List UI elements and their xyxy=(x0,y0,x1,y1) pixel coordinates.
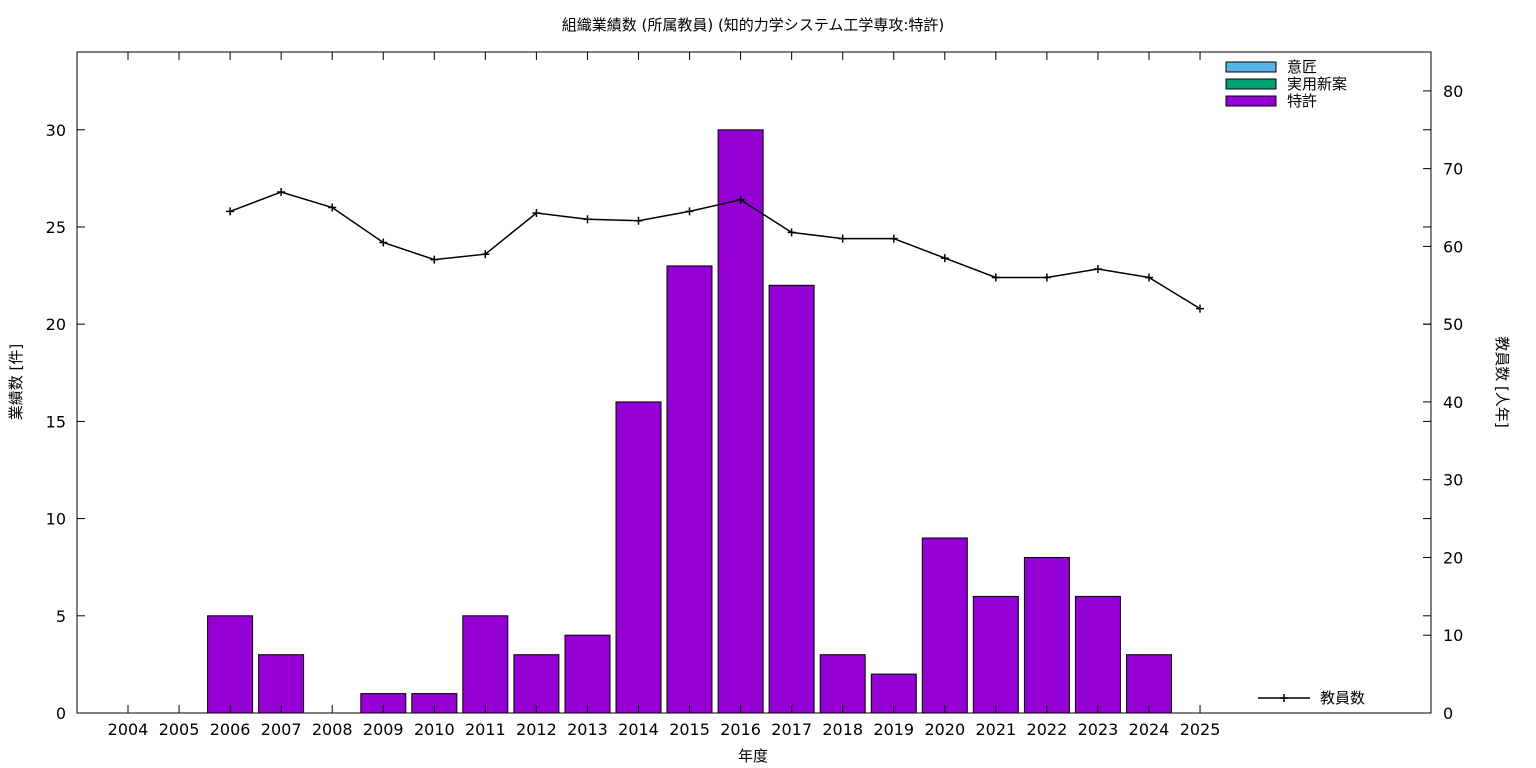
series-point xyxy=(226,207,235,216)
series-point xyxy=(430,255,439,264)
x-tick-label: 2022 xyxy=(1027,720,1068,739)
bar-2024-s2 xyxy=(1126,654,1172,714)
series-point xyxy=(277,188,286,196)
y-tick-label: 20 xyxy=(46,315,66,334)
line-layer xyxy=(226,188,1204,313)
legend-swatch xyxy=(1225,78,1277,90)
series-point xyxy=(889,234,898,243)
y-tick-label: 10 xyxy=(46,510,66,529)
y2-tick-label: 50 xyxy=(1443,315,1463,334)
legend-swatch xyxy=(1225,61,1277,73)
x-tick-label: 2004 xyxy=(108,720,149,739)
y2-tick-label: 10 xyxy=(1443,626,1463,645)
series-point xyxy=(1196,304,1204,313)
bar-2006-s2 xyxy=(207,615,254,714)
legend-label: 特許 xyxy=(1287,92,1317,110)
x-tick-label: 2016 xyxy=(720,720,761,739)
bar-2012-s2 xyxy=(513,654,560,714)
x-tick-label: 2011 xyxy=(465,720,506,739)
series-point xyxy=(1093,265,1102,273)
y2-tick-label: 0 xyxy=(1443,704,1453,723)
bar-2013-s2 xyxy=(564,634,611,714)
bar-2022-s2 xyxy=(1023,557,1070,714)
x-tick-label: 2023 xyxy=(1078,720,1119,739)
bar-2023-s2 xyxy=(1074,595,1121,714)
chart-title: 組織業績数 (所属教員) (知的力学システム工学専攻:特許) xyxy=(562,16,945,34)
bar-2014-s2 xyxy=(615,401,662,714)
bar-2021-s2 xyxy=(972,595,1019,714)
bar-2015-s2 xyxy=(666,265,713,714)
y-axis-label: 業績数 [件] xyxy=(7,344,25,420)
legend-point xyxy=(1280,694,1288,702)
series-point xyxy=(685,207,694,216)
x-tick-label: 2006 xyxy=(210,720,251,739)
series-point xyxy=(328,203,337,212)
y2-tick-label: 60 xyxy=(1443,237,1463,256)
series-point xyxy=(583,215,592,224)
legend-label: 意匠 xyxy=(1287,58,1317,76)
x-tick-label: 2017 xyxy=(771,720,812,739)
series-point xyxy=(991,273,1000,282)
series-point xyxy=(940,254,949,263)
series-point xyxy=(634,216,643,225)
x-tick-label: 2024 xyxy=(1129,720,1170,739)
series-point xyxy=(532,209,541,217)
series-point xyxy=(787,228,796,237)
x-axis-label: 年度 xyxy=(738,747,768,765)
x-tick-label: 2015 xyxy=(669,720,710,739)
x-tick-label: 2025 xyxy=(1180,720,1221,739)
x-tick-label: 2018 xyxy=(822,720,863,739)
y2-tick-label: 20 xyxy=(1443,548,1463,567)
bars-layer xyxy=(207,129,1172,714)
x-tick-label: 2012 xyxy=(516,720,557,739)
y2-tick-label: 40 xyxy=(1443,393,1463,412)
y2-axis-label: 教員数 [人年] xyxy=(1493,336,1511,427)
bar-2020-s2 xyxy=(921,537,968,714)
y-tick-label: 30 xyxy=(46,121,66,140)
y2-tick-label: 30 xyxy=(1443,471,1463,490)
x-tick-label: 2021 xyxy=(975,720,1016,739)
legend-swatch xyxy=(1225,95,1277,107)
x-tick-label: 2008 xyxy=(312,720,353,739)
y-tick-label: 25 xyxy=(46,218,66,237)
x-tick-label: 2020 xyxy=(924,720,965,739)
y2-tick-label: 80 xyxy=(1443,82,1463,101)
y-tick-label: 0 xyxy=(56,704,66,723)
y-tick-label: 5 xyxy=(56,607,66,626)
x-tick-label: 2010 xyxy=(414,720,455,739)
series-point xyxy=(736,195,745,204)
y-tick-label: 15 xyxy=(46,412,66,431)
x-tick-label: 2013 xyxy=(567,720,608,739)
x-tick-label: 2019 xyxy=(873,720,914,739)
series-point xyxy=(1042,273,1051,282)
y2-tick-label: 70 xyxy=(1443,160,1463,179)
x-tick-label: 2014 xyxy=(618,720,659,739)
series-line-0 xyxy=(229,191,1201,310)
bar-2017-s2 xyxy=(768,284,815,714)
x-tick-label: 2007 xyxy=(261,720,302,739)
bar-2016-s2 xyxy=(717,129,764,714)
series-point xyxy=(379,238,388,247)
legend-label: 実用新案 xyxy=(1287,75,1347,93)
x-tick-label: 2009 xyxy=(363,720,404,739)
legend-label: 教員数 xyxy=(1320,689,1365,707)
bar-2007-s2 xyxy=(258,654,305,714)
bar-2018-s2 xyxy=(819,654,866,714)
bar-2011-s2 xyxy=(462,615,509,714)
plot-frame xyxy=(76,51,1432,714)
series-point xyxy=(838,234,847,243)
series-point xyxy=(1145,273,1153,282)
x-tick-label: 2005 xyxy=(159,720,200,739)
series-point xyxy=(481,250,490,259)
